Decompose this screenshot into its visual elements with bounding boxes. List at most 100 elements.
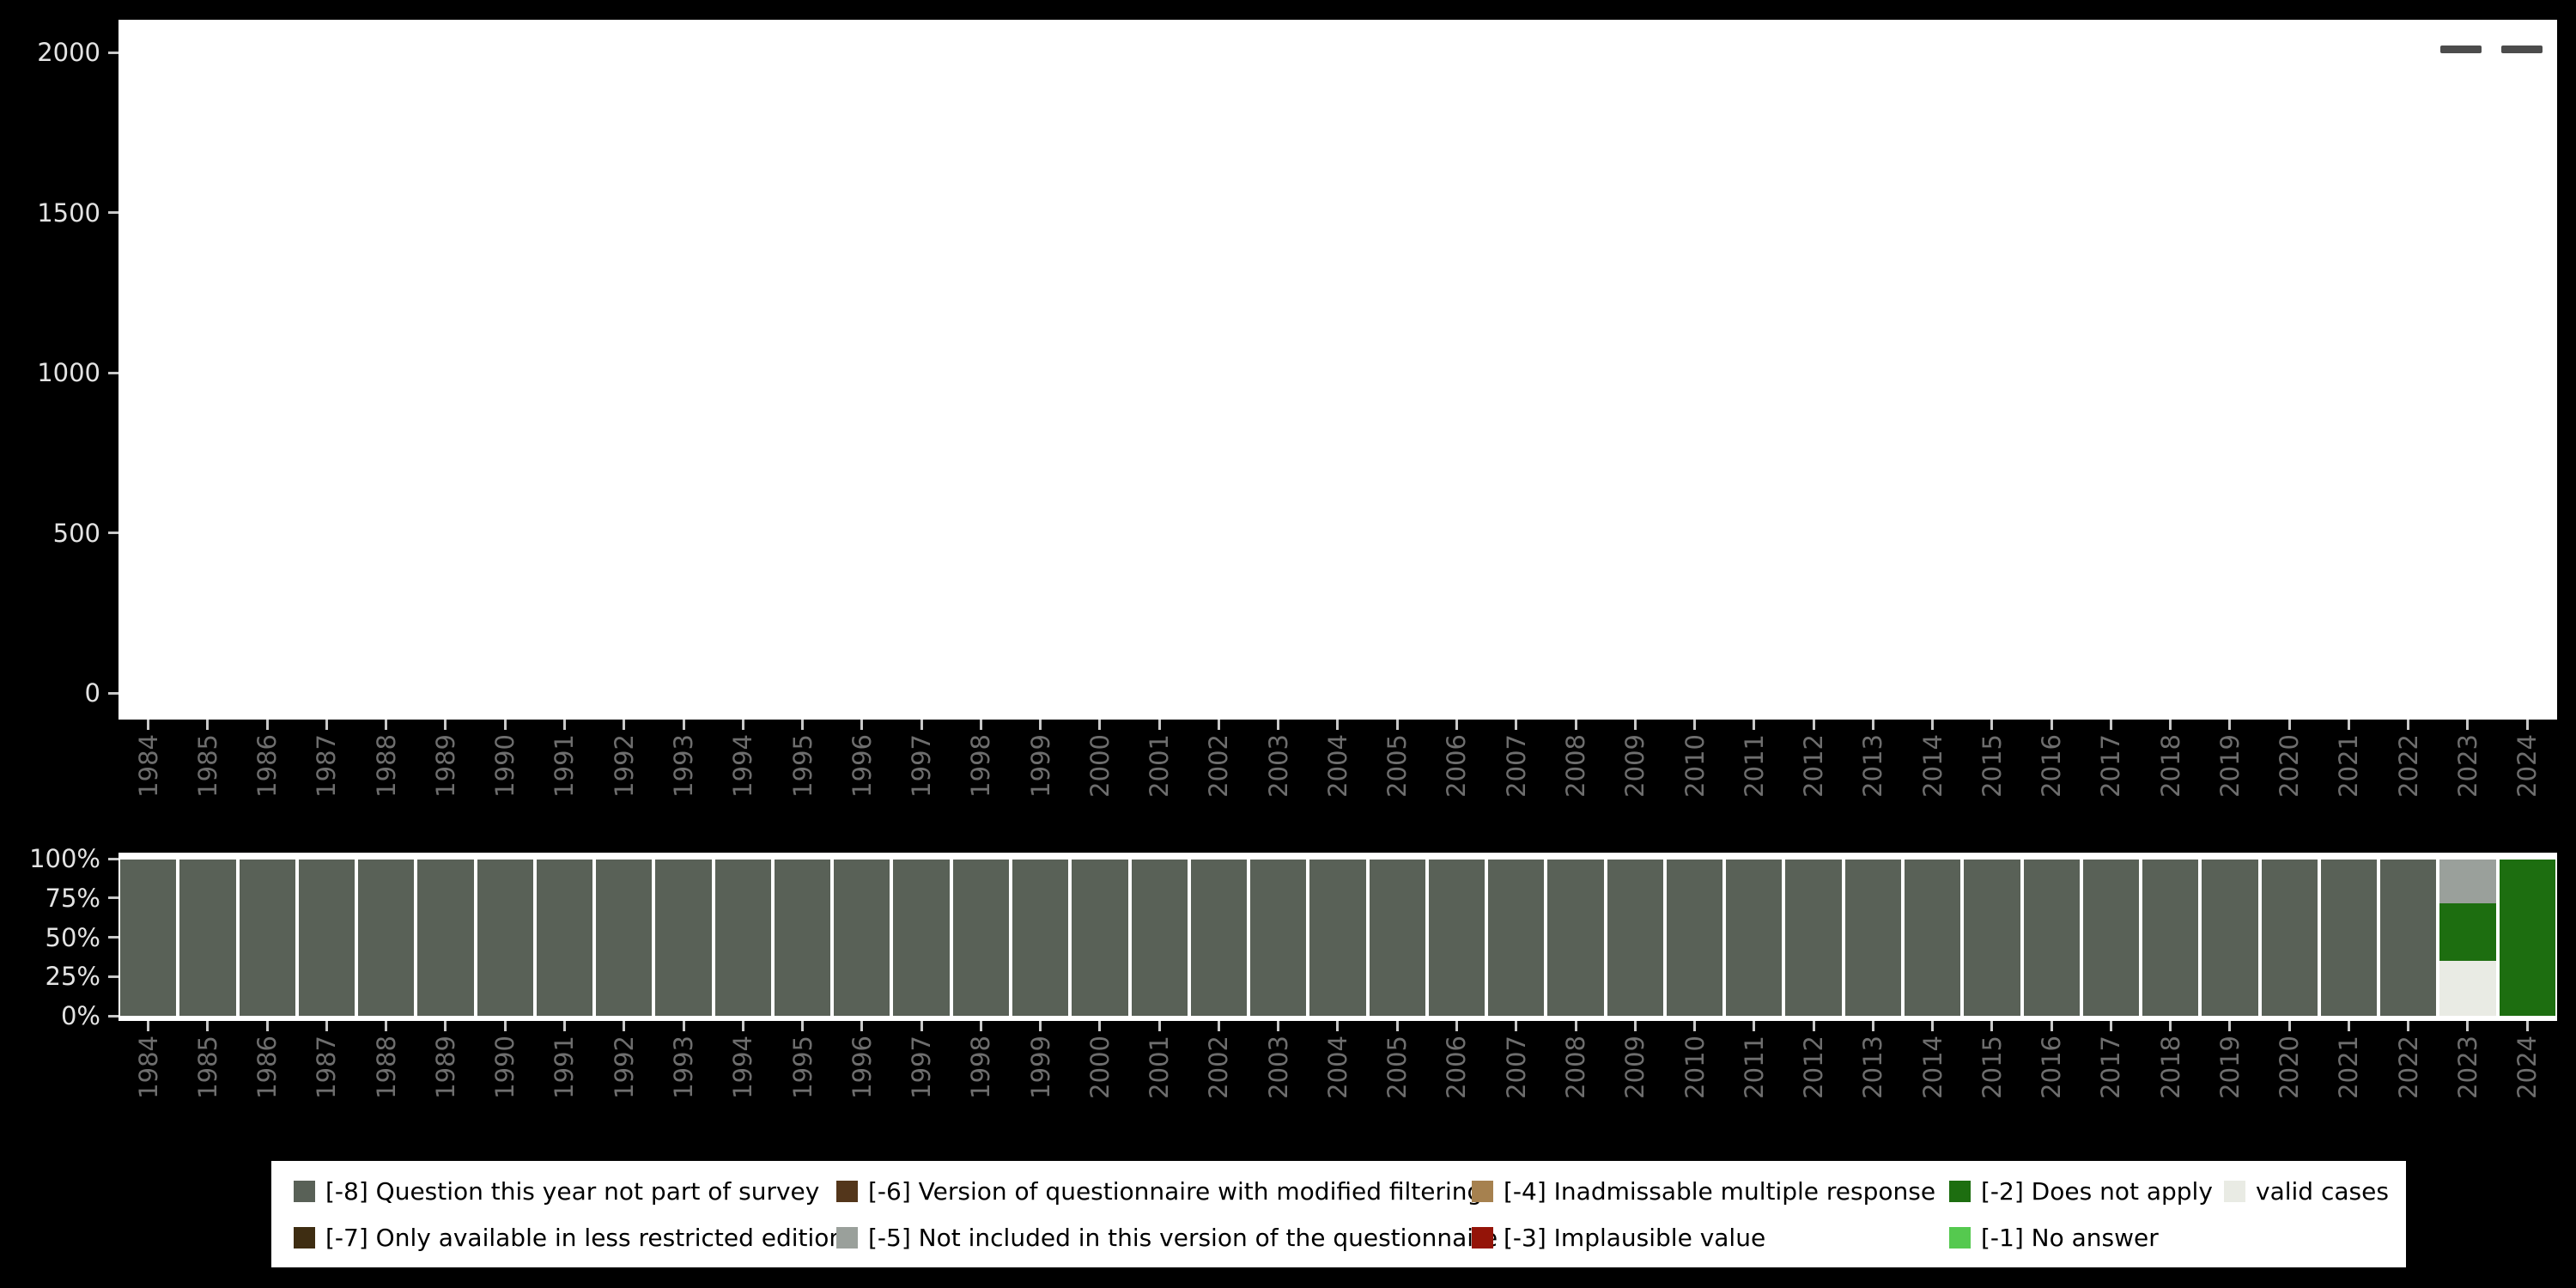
x-tick-mark bbox=[1395, 1021, 1399, 1031]
legend-label: [-5] Not included in this version of the… bbox=[868, 1223, 1498, 1252]
x-tick-label: 1986 bbox=[252, 1036, 283, 1099]
x-tick-mark bbox=[1455, 1021, 1458, 1031]
x-tick-mark bbox=[1633, 1021, 1637, 1031]
y-tick-mark bbox=[108, 896, 118, 900]
stacked-bar-2000 bbox=[1072, 860, 1128, 1016]
x-tick-mark bbox=[147, 1021, 150, 1031]
x-tick-mark bbox=[623, 720, 626, 730]
x-tick-label: 2022 bbox=[2393, 1036, 2423, 1099]
x-tick: 2003 bbox=[1249, 720, 1308, 823]
toolbar-dash-icon-2[interactable] bbox=[2501, 46, 2543, 53]
x-tick: 1992 bbox=[594, 1021, 653, 1124]
x-tick: 1993 bbox=[653, 1021, 713, 1124]
x-tick-label: 1997 bbox=[907, 1036, 937, 1099]
bar-slot bbox=[2379, 860, 2438, 1016]
top-chart-y-axis: 2000 1500 1000 500 0 bbox=[0, 39, 118, 707]
x-tick-label: 1989 bbox=[430, 734, 460, 798]
x-tick-label: 2017 bbox=[2096, 1036, 2126, 1099]
x-tick-mark bbox=[2525, 720, 2529, 730]
bar-segment bbox=[2439, 860, 2496, 903]
x-tick: 1994 bbox=[714, 720, 773, 823]
stacked-bar-1996 bbox=[834, 860, 890, 1016]
bar-slot bbox=[1606, 860, 1665, 1016]
stacked-bar-2007 bbox=[1488, 860, 1545, 1016]
legend-item: [-2] Does not apply bbox=[1949, 1177, 2224, 1206]
x-tick-mark bbox=[2525, 1021, 2529, 1031]
x-tick: 2009 bbox=[1606, 720, 1665, 823]
x-tick-label: 1993 bbox=[669, 734, 699, 798]
x-tick: 2000 bbox=[1070, 720, 1129, 823]
x-tick: 1998 bbox=[951, 720, 1011, 823]
y-tick-label: 25% bbox=[45, 962, 100, 992]
x-tick-label: 2019 bbox=[2215, 1036, 2245, 1099]
bar-segment bbox=[1190, 860, 1248, 1016]
bar-slot bbox=[2260, 860, 2319, 1016]
x-tick-label: 1998 bbox=[966, 734, 996, 798]
x-tick-mark bbox=[979, 1021, 982, 1031]
x-tick: 1993 bbox=[653, 720, 713, 823]
x-tick-label: 1988 bbox=[371, 1036, 401, 1099]
x-tick: 2005 bbox=[1368, 720, 1427, 823]
stacked-bar-1991 bbox=[536, 860, 593, 1016]
x-tick: 2006 bbox=[1427, 1021, 1486, 1124]
legend-swatch-icon bbox=[1949, 1226, 1971, 1249]
x-tick: 2017 bbox=[2081, 1021, 2141, 1124]
toolbar-dash-icon-1[interactable] bbox=[2440, 46, 2482, 53]
x-tick-mark bbox=[503, 1021, 507, 1031]
bar-segment bbox=[952, 860, 1009, 1016]
x-tick-label: 2024 bbox=[2512, 734, 2543, 798]
bar-segment bbox=[239, 860, 295, 1016]
stacked-bar-2015 bbox=[1964, 860, 2020, 1016]
x-tick-label: 1992 bbox=[609, 734, 639, 798]
x-tick-mark bbox=[920, 1021, 923, 1031]
bar-slot bbox=[1070, 860, 1129, 1016]
y-tick-label: 500 bbox=[52, 518, 100, 548]
legend-label: [-2] Does not apply bbox=[1981, 1176, 2213, 1206]
x-tick-label: 2005 bbox=[1382, 734, 1413, 798]
stacked-bar-2005 bbox=[1369, 860, 1425, 1016]
bar-slot bbox=[1486, 860, 1546, 1016]
x-tick-label: 2002 bbox=[1204, 1036, 1234, 1099]
bar-segment bbox=[834, 860, 890, 1016]
legend-swatch-icon bbox=[836, 1226, 858, 1249]
x-tick-mark bbox=[1039, 720, 1042, 730]
bar-slot bbox=[2022, 860, 2081, 1016]
bar-segment bbox=[477, 860, 533, 1016]
stacked-bar-1985 bbox=[179, 860, 236, 1016]
legend-item: [-5] Not included in this version of the… bbox=[836, 1224, 1498, 1252]
x-tick-label: 1991 bbox=[550, 734, 580, 798]
x-tick-label: 1993 bbox=[669, 1036, 699, 1099]
stacked-bar-2004 bbox=[1309, 860, 1366, 1016]
y-tick-mark bbox=[108, 857, 118, 860]
x-tick-label: 1999 bbox=[1025, 734, 1055, 798]
x-tick-mark bbox=[444, 720, 447, 730]
bar-slot bbox=[297, 860, 356, 1016]
x-tick-mark bbox=[1157, 720, 1161, 730]
x-tick-mark bbox=[562, 720, 566, 730]
x-tick-label: 2018 bbox=[2155, 734, 2185, 798]
bar-segment bbox=[1666, 860, 1723, 1016]
bar-slot bbox=[1249, 860, 1308, 1016]
bar-segment bbox=[2499, 860, 2555, 1016]
x-tick: 2012 bbox=[1783, 1021, 1843, 1124]
bar-segment bbox=[1012, 860, 1069, 1016]
bar-segment bbox=[358, 860, 415, 1016]
bar-slot bbox=[1844, 860, 1903, 1016]
x-tick-mark bbox=[385, 720, 388, 730]
x-tick: 2013 bbox=[1844, 1021, 1903, 1124]
legend-label: [-1] No answer bbox=[1981, 1223, 2159, 1252]
x-tick-label: 2012 bbox=[1799, 734, 1829, 798]
bar-slot bbox=[2141, 860, 2200, 1016]
x-tick: 2023 bbox=[2438, 1021, 2497, 1124]
x-tick-mark bbox=[741, 1021, 744, 1031]
x-tick: 1991 bbox=[535, 720, 594, 823]
y-tick: 1000 bbox=[0, 359, 118, 386]
x-tick-label: 2015 bbox=[1977, 734, 2007, 798]
x-tick-label: 2023 bbox=[2452, 734, 2482, 798]
x-tick: 2004 bbox=[1308, 1021, 1367, 1124]
x-tick-label: 1994 bbox=[728, 734, 758, 798]
top-chart-plot bbox=[118, 20, 2557, 720]
x-tick-mark bbox=[801, 1021, 805, 1031]
x-tick-mark bbox=[147, 720, 150, 730]
x-tick-label: 1995 bbox=[787, 734, 817, 798]
